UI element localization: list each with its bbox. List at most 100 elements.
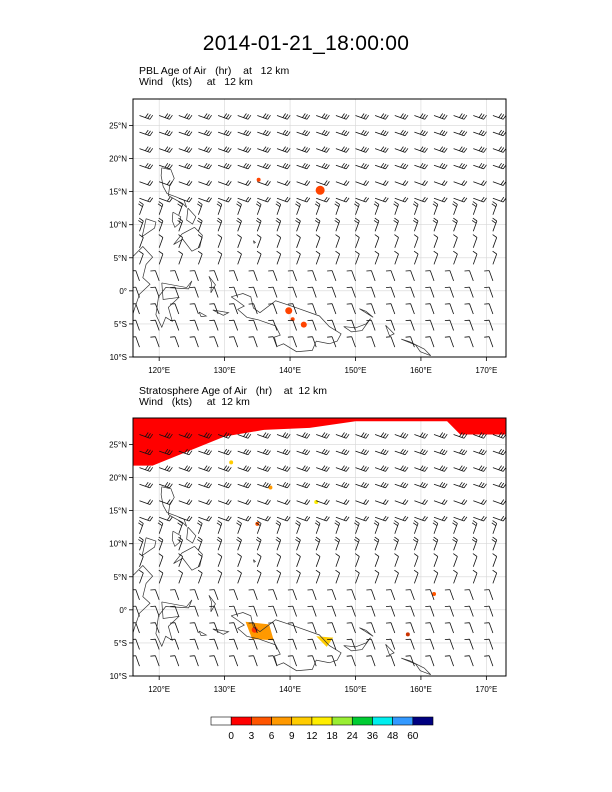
wind-barb — [354, 217, 360, 232]
wind-barb — [295, 536, 301, 551]
wind-barb — [237, 113, 252, 120]
pbl-air-region — [315, 185, 325, 195]
wind-barb — [315, 553, 321, 567]
wind-barb — [394, 499, 409, 505]
wind-barb — [473, 432, 487, 439]
wind-barb — [355, 432, 370, 439]
wind-barb — [354, 201, 360, 215]
wind-barb — [472, 234, 478, 248]
wind-barb — [355, 465, 370, 472]
wind-barb — [425, 605, 435, 617]
wind-barb — [296, 250, 301, 265]
wind-barb — [425, 638, 435, 650]
wind-barb — [217, 129, 232, 137]
wind-barb — [307, 605, 317, 617]
wind-barb — [335, 448, 350, 456]
wind-barb — [257, 146, 271, 153]
wind-barb — [484, 605, 494, 617]
panel1-field-label: PBL Age of Air (hr) at 12 km — [139, 65, 290, 77]
wind-barb — [374, 196, 389, 203]
wind-barb — [316, 499, 330, 505]
wind-barb — [374, 113, 389, 120]
wind-barb — [335, 196, 350, 203]
wind-barb — [394, 196, 409, 203]
wind-barb — [276, 499, 291, 505]
wind-barb — [295, 520, 301, 534]
wind-barb — [366, 303, 376, 315]
wind-barb — [385, 589, 396, 601]
wind-barb — [307, 319, 317, 331]
wind-barb — [177, 217, 183, 232]
wind-barb — [198, 146, 212, 153]
wind-barb — [316, 113, 330, 120]
coastline — [230, 612, 342, 672]
lat-tick-label: 10°N — [109, 540, 127, 549]
wind-barb — [198, 113, 212, 120]
wind-barb — [198, 162, 212, 170]
wind-barb — [374, 250, 380, 265]
wind-barb — [366, 622, 376, 634]
wind-barb — [405, 336, 415, 348]
wind-barb — [471, 201, 478, 215]
wind-barb — [484, 638, 494, 650]
wind-barb — [158, 250, 164, 265]
wind-barb — [138, 250, 144, 265]
wind-barb — [393, 201, 399, 215]
wind-barb — [492, 465, 506, 472]
coastline — [212, 628, 230, 635]
wind-barb — [453, 499, 468, 505]
wind-barb — [327, 303, 337, 315]
wind-barb — [335, 465, 350, 472]
wind-barb — [257, 499, 271, 505]
colorbar-label: 60 — [407, 731, 419, 742]
colorbar-swatch — [372, 716, 393, 726]
wind-barb — [228, 605, 239, 617]
wind-barb — [413, 569, 419, 584]
wind-barb — [471, 520, 478, 534]
wind-barb — [256, 569, 262, 584]
wind-barb — [492, 196, 506, 203]
wind-barb — [385, 303, 396, 315]
wind-barb — [228, 336, 239, 348]
wind-barb — [237, 234, 242, 248]
wind-barb — [444, 605, 454, 617]
wind-barb — [296, 465, 311, 472]
colorbar-swatch — [311, 716, 333, 726]
wind-barb — [413, 234, 419, 248]
coastline — [343, 318, 371, 333]
wind-barb — [366, 638, 376, 650]
wind-barb — [296, 448, 311, 456]
wind-barb — [433, 465, 448, 472]
wind-barb — [354, 553, 360, 567]
wind-barb — [139, 113, 154, 120]
wind-barb — [296, 180, 311, 186]
wind-barb — [385, 319, 396, 331]
wind-barb — [276, 250, 282, 265]
wind-barb — [327, 336, 337, 348]
wind-barb — [296, 234, 301, 248]
wind-barb — [346, 622, 356, 634]
wind-barb — [346, 655, 356, 667]
colorbar-swatch — [392, 716, 414, 726]
wind-barb — [296, 432, 311, 439]
wind-barb — [217, 234, 223, 248]
wind-barb — [484, 589, 494, 601]
wind-barb — [374, 180, 389, 186]
wind-barb — [138, 569, 144, 584]
wind-barb — [216, 217, 223, 232]
wind-barb — [327, 655, 337, 667]
wind-barb — [315, 234, 321, 248]
lon-tick-label: 160°E — [410, 366, 432, 375]
wind-barb — [170, 270, 180, 282]
lat-tick-label: 25°N — [109, 440, 127, 449]
wind-barb — [414, 499, 428, 505]
wind-barb — [296, 481, 311, 489]
wind-barb — [268, 336, 278, 348]
pbl-air-region — [300, 321, 307, 328]
wind-barb — [170, 638, 180, 650]
wind-barb — [287, 622, 297, 634]
wind-barb — [197, 569, 203, 584]
wind-barb — [327, 638, 337, 650]
wind-barb — [276, 196, 291, 203]
wind-barb — [346, 589, 356, 601]
